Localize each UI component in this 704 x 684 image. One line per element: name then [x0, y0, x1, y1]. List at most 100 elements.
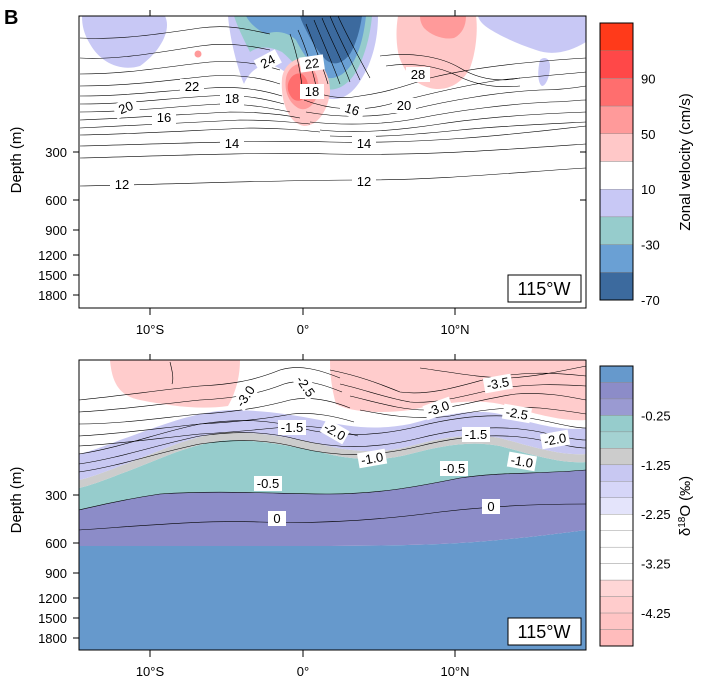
colorbar-block: [599, 161, 634, 190]
colorbar-block: [599, 398, 634, 416]
top-contour-label: 18: [305, 84, 319, 99]
top-contour-label: 14: [357, 136, 371, 151]
colorbar-tick-label: -4.25: [641, 606, 671, 621]
top-panel: 24 22 22 18 18 20 16 16 20 28: [8, 10, 694, 337]
top-location-annotation: 115°W: [518, 279, 571, 299]
top-contour-label: 14: [225, 136, 239, 151]
bottom-band-pink-right: [330, 360, 586, 421]
top-x-tick-label: 10°S: [136, 322, 165, 337]
colorbar-block: [599, 365, 634, 383]
colorbar-block: [599, 579, 634, 597]
bottom-x-axis: 10°S 0° 10°N: [136, 354, 470, 679]
colorbar-block: [599, 530, 634, 548]
top-x-axis: 10°S 0° 10°N: [136, 10, 470, 337]
top-y-ticks: 300 600 900 1200 1500 1800: [38, 145, 67, 303]
bottom-y-tick-label: 900: [45, 566, 67, 581]
bottom-band-deep: [79, 530, 586, 650]
top-contour-labels: 24 22 22 18 18 20 16 16 20 28: [110, 49, 430, 192]
colorbar-block: [599, 629, 634, 647]
top-annotation-box: 115°W: [507, 274, 582, 303]
colorbar-block: [599, 514, 634, 531]
bottom-y-tick-label: 300: [45, 488, 67, 503]
colorbar-tick-label: -30: [641, 238, 660, 253]
bottom-contour-label: -1.0: [360, 449, 385, 468]
bottom-x-tick-label: 0°: [297, 664, 309, 679]
top-colorbar-ticks: 90 50 10 -30 -70: [641, 71, 660, 308]
top-y-tick-marks: [73, 151, 586, 296]
bottom-contour-label: -3.0: [425, 398, 451, 420]
colorbar-tick-label: 50: [641, 127, 655, 142]
bottom-colorbar-blocks: [599, 365, 634, 647]
bottom-isolines: [78, 361, 587, 531]
top-colorbar-label: Zonal velocity (cm/s): [677, 93, 694, 231]
top-colorbar-frame: [599, 22, 634, 301]
bottom-panel: -3.0 -2.5 -2.0 -1.5 -1.0 -0.5 0 -3.5 -3.…: [8, 354, 694, 679]
colorbar-tick-label: -70: [641, 293, 660, 308]
bottom-x-tick-label: 10°N: [440, 664, 469, 679]
top-x-tick-label: 10°N: [440, 322, 469, 337]
bottom-contour-label: -1.0: [510, 452, 535, 471]
top-shade-eastward-ncc-inner: [420, 16, 466, 39]
bottom-colorbar: -0.25 -1.25 -2.25 -3.25 -4.25 δ18O (‰): [599, 365, 694, 647]
colorbar-block: [599, 244, 634, 273]
colorbar-block: [599, 382, 634, 400]
colorbar-block: [599, 50, 634, 79]
bottom-contour-label: -2.5: [505, 404, 530, 423]
colorbar-tick-label: -1.25: [641, 458, 671, 473]
colorbar-block: [599, 497, 634, 515]
colorbar-block: [599, 612, 634, 630]
top-contour-label: 18: [225, 91, 239, 106]
top-contour-label: 22: [185, 79, 199, 94]
bottom-y-ticks: 300 600 900 1200 1500 1800: [38, 488, 67, 646]
colorbar-tick-label: -2.25: [641, 507, 671, 522]
colorbar-block: [599, 415, 634, 433]
top-y-tick-label: 900: [45, 223, 67, 238]
top-contour-label: 12: [357, 174, 371, 189]
bottom-contour-label: -2.0: [543, 430, 568, 449]
colorbar-block: [599, 216, 634, 245]
top-plot-area: 24 22 22 18 18 20 16 16 20 28: [78, 15, 587, 309]
bottom-y-tick-label: 1500: [38, 611, 67, 626]
colorbar-block: [599, 596, 634, 614]
top-contour-label: 20: [397, 98, 411, 113]
colorbar-block: [599, 188, 634, 218]
bottom-x-tick-label: 10°S: [136, 664, 165, 679]
top-plot-frame: [78, 15, 587, 309]
top-contour-label: 20: [116, 98, 135, 117]
panel-letter: B: [4, 7, 18, 29]
bottom-contour-label: -3.5: [486, 374, 511, 393]
bottom-location-annotation: 115°W: [518, 622, 571, 642]
colorbar-tick-label: -0.25: [641, 408, 671, 423]
bottom-contour-label: -1.5: [281, 420, 303, 435]
top-isotherms: [79, 15, 587, 187]
bottom-contour-label: -0.5: [257, 476, 279, 491]
bottom-contour-label: -0.5: [443, 461, 465, 476]
colorbar-block: [599, 431, 634, 449]
colorbar-block: [599, 448, 634, 466]
colorbar-block: [599, 563, 634, 581]
bottom-band-light-lavender: [79, 410, 586, 480]
top-shade-eastward-speck: [194, 50, 202, 58]
top-contour-label: 16: [343, 100, 361, 119]
bottom-y-tick-marks: [73, 494, 79, 639]
top-contour-label: 22: [304, 55, 320, 72]
colorbar-block: [599, 481, 634, 498]
top-y-axis-label: Depth (m): [8, 127, 25, 194]
colorbar-block: [599, 133, 634, 162]
bottom-annotation-box: 115°W: [507, 617, 582, 646]
top-contour-label: 16: [157, 110, 171, 125]
colorbar-tick-label: -3.25: [641, 557, 671, 572]
top-contour-label: 12: [115, 177, 129, 192]
top-y-tick-label: 600: [45, 193, 67, 208]
bottom-colorbar-ticks: -0.25 -1.25 -2.25 -3.25 -4.25: [641, 408, 671, 621]
bottom-band-zero: [79, 470, 586, 546]
top-y-tick-label: 300: [45, 145, 67, 160]
bottom-plot-area: -3.0 -2.5 -2.0 -1.5 -1.0 -0.5 0 -3.5 -3.…: [78, 359, 587, 651]
bottom-y-tick-label: 1800: [38, 631, 67, 646]
colorbar-tick-label: 90: [641, 71, 655, 86]
top-shade-westward-right: [478, 16, 586, 53]
colorbar-block: [599, 105, 634, 134]
bottom-contour-label: 0: [273, 511, 280, 526]
bottom-colorbar-frame: [599, 365, 634, 647]
